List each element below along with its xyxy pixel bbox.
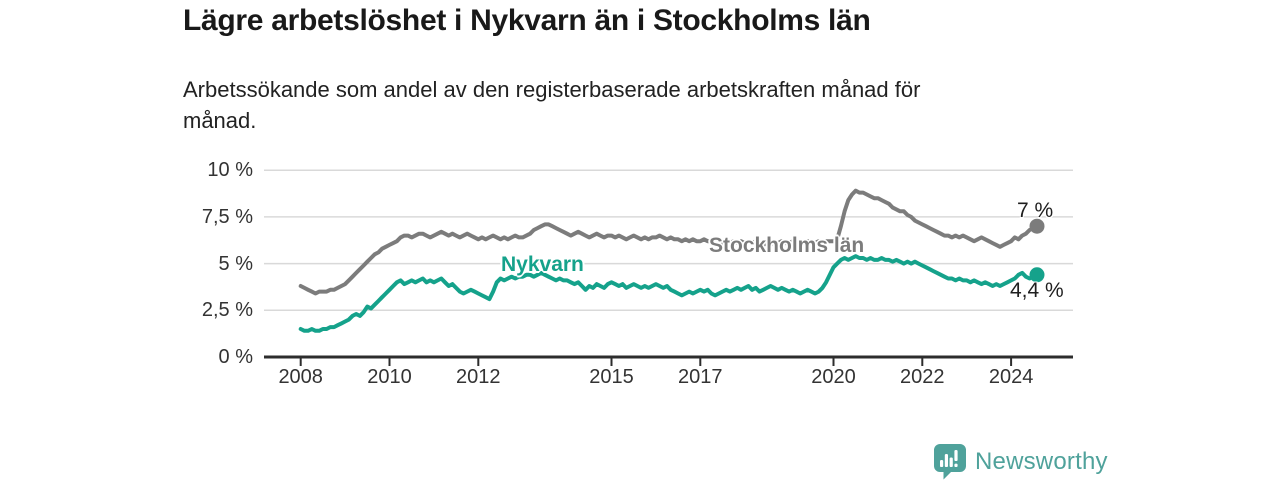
end-value-nykvarn: 4,4 %	[1010, 279, 1064, 302]
newsworthy-wordmark: Newsworthy	[975, 448, 1108, 475]
x-axis-tick-label: 2020	[811, 366, 856, 388]
y-axis-tick-label: 2,5 %	[201, 299, 253, 322]
series-line-nykvarn	[298, 254, 1039, 333]
newsworthy-logo: Newsworthy	[934, 444, 1108, 480]
y-axis-tick-label: 7,5 %	[201, 205, 253, 228]
series-label-stockholms-lan: Stockholms län	[709, 234, 865, 257]
x-axis-tick-label: 2024	[988, 366, 1034, 388]
x-axis-tick-label: 2010	[367, 366, 412, 388]
x-axis-tick-label: 2022	[900, 366, 945, 388]
series-label-nykvarn: Nykvarn	[501, 253, 584, 276]
x-axis-tick-label: 2017	[678, 366, 723, 388]
y-axis-tick-label: 5 %	[218, 252, 253, 275]
series-end-dot-stockholms-lan	[1029, 218, 1045, 234]
series-end-dot-nykvarn	[1029, 267, 1045, 283]
y-axis-tick-label: 0 %	[218, 346, 253, 368]
page-title: Lägre arbetslöshet i Nykvarn än i Stockh…	[183, 4, 871, 37]
end-value-stockholms-lan: 7 %	[1017, 199, 1054, 222]
x-axis-tick-label: 2008	[278, 366, 323, 388]
x-axis-tick-label: 2012	[456, 366, 501, 388]
x-axis-tick-label: 2015	[589, 366, 634, 388]
series-line-stockholms-lan	[298, 188, 1039, 296]
page-subtitle: Arbetssökande som andel av den registerb…	[183, 77, 921, 133]
y-axis-tick-label: 10 %	[207, 159, 253, 182]
newsworthy-icon	[934, 444, 966, 480]
